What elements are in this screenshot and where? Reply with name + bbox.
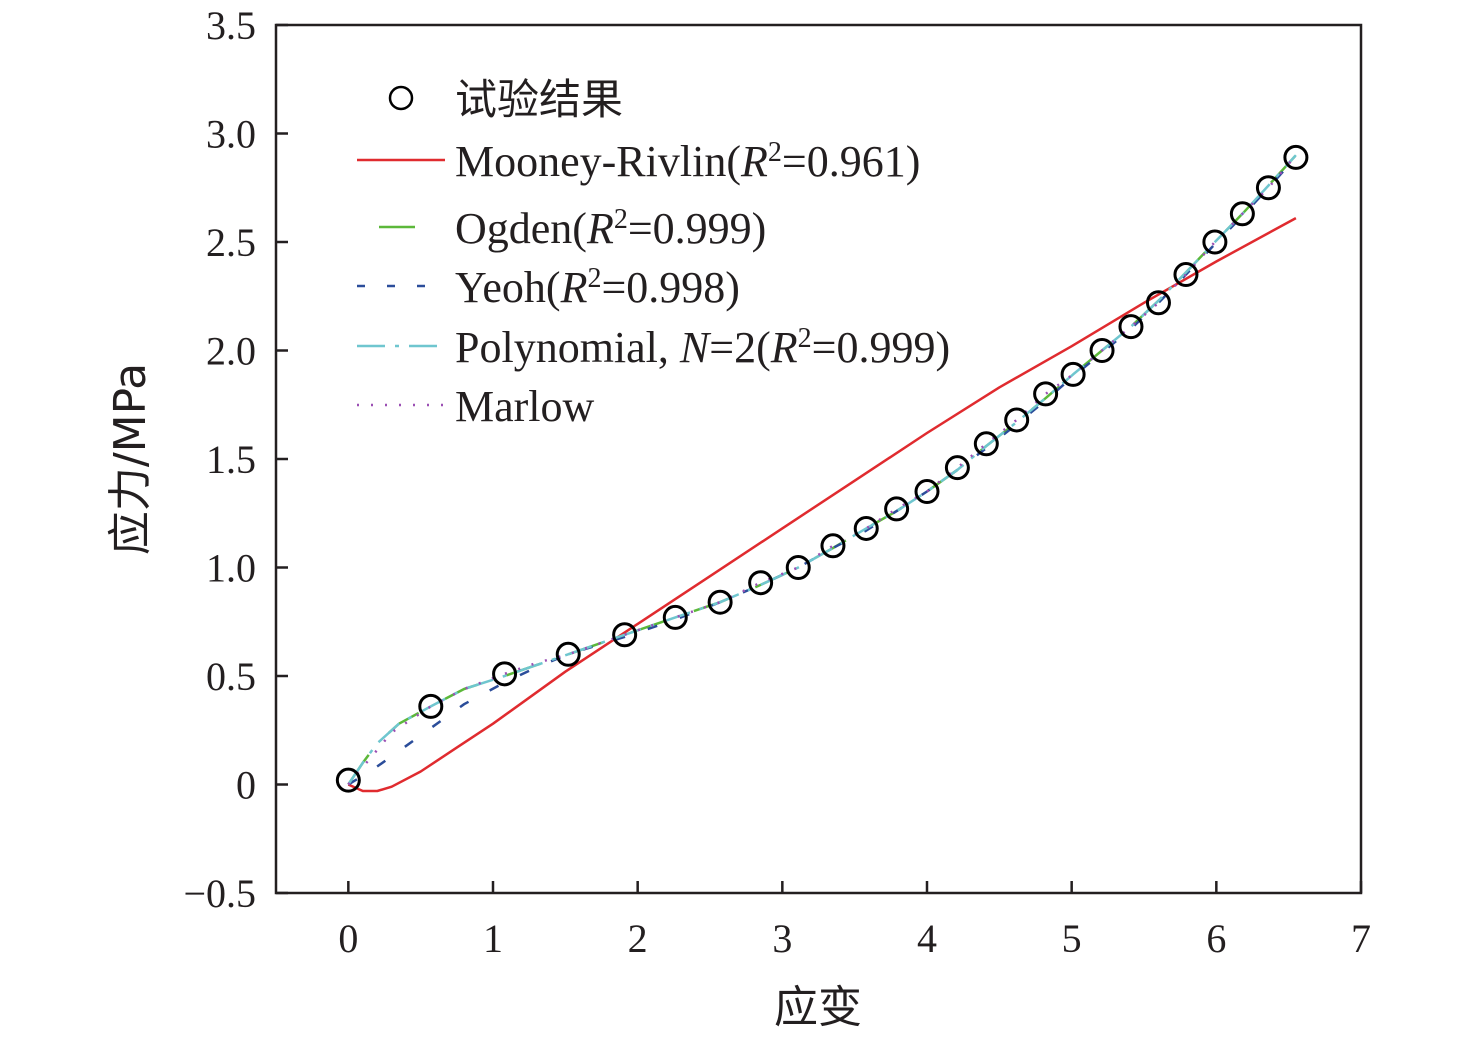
experiment-marker: [492, 661, 518, 687]
axis-ticks: 0 1 2 3 4 5 6 7 −0.5 0 0.5 1.0 1.5 2.0 2.5 3.0 3.5: [183, 3, 1371, 961]
y-tick-label: 3.0: [206, 112, 256, 157]
experiment-marker: [1033, 381, 1059, 407]
y-axis-title: 应力/MPa: [105, 363, 156, 555]
experiment-markers: [335, 144, 1309, 793]
experiment-marker: [335, 767, 361, 793]
experiment-marker: [418, 693, 444, 719]
legend-marker-experiment: [388, 85, 414, 111]
experiment-marker: [1145, 290, 1171, 316]
experiment-marker: [1004, 407, 1030, 433]
experiment-marker: [785, 555, 811, 580]
y-tick-label: −0.5: [183, 871, 256, 916]
y-tick-label: 3.5: [206, 3, 256, 48]
x-tick-label: 5: [1062, 916, 1082, 961]
legend: 试验结果 Mooney-Rivlin(R2=0.961) Ogden(R2=0.…: [357, 75, 950, 431]
experiment-marker: [1202, 229, 1228, 255]
experiment-marker: [707, 589, 733, 615]
legend-label-ogden: Ogden(R2=0.999): [455, 204, 766, 254]
series-lines: [347, 154, 1297, 793]
x-tick-label: 6: [1206, 916, 1226, 961]
y-tick-label: 1.5: [206, 437, 256, 482]
experiment-marker: [748, 570, 774, 596]
experiment-marker: [944, 455, 970, 481]
experiment-marker: [1060, 361, 1086, 387]
experiment-marker: [820, 533, 846, 559]
x-tick-label: 3: [772, 916, 792, 961]
series-line-polynomial-n-2: [347, 154, 1297, 786]
series-line-yeoh: [347, 156, 1297, 786]
x-tick-label: 0: [338, 916, 358, 961]
x-tick-label: 4: [917, 916, 937, 961]
experiment-marker: [1255, 175, 1281, 201]
experiment-marker: [914, 479, 940, 505]
x-tick-label: 2: [628, 916, 648, 961]
experiment-marker: [612, 622, 638, 648]
experiment-marker: [853, 515, 879, 541]
experiment-marker: [1089, 338, 1115, 363]
experiment-marker: [1283, 144, 1309, 170]
experiment-marker: [555, 641, 581, 667]
y-tick-label: 2.5: [206, 220, 256, 265]
legend-label-mooney-rivlin: Mooney-Rivlin(R2=0.961): [455, 137, 920, 187]
y-tick-label: 0.5: [206, 654, 256, 699]
x-tick-label: 7: [1351, 916, 1371, 961]
legend-label-yeoh: Yeoh(R2=0.998): [455, 263, 740, 313]
legend-label-experiment: 试验结果: [455, 75, 623, 124]
legend-label-marlow: Marlow: [455, 382, 595, 431]
experiment-marker: [1229, 201, 1255, 227]
y-tick-label: 2.0: [206, 329, 256, 374]
x-axis-title: 应变: [774, 982, 862, 1033]
legend-label-polynomial: Polynomial, N=2(R2=0.999): [455, 323, 950, 373]
y-tick-label: 0: [236, 763, 256, 808]
experiment-marker: [662, 604, 688, 630]
y-tick-label: 1.0: [206, 546, 256, 591]
x-tick-label: 1: [483, 916, 503, 961]
experiment-marker: [884, 496, 910, 522]
experiment-marker: [973, 431, 999, 457]
experiment-marker: [1118, 314, 1144, 340]
experiment-marker: [1173, 262, 1199, 288]
